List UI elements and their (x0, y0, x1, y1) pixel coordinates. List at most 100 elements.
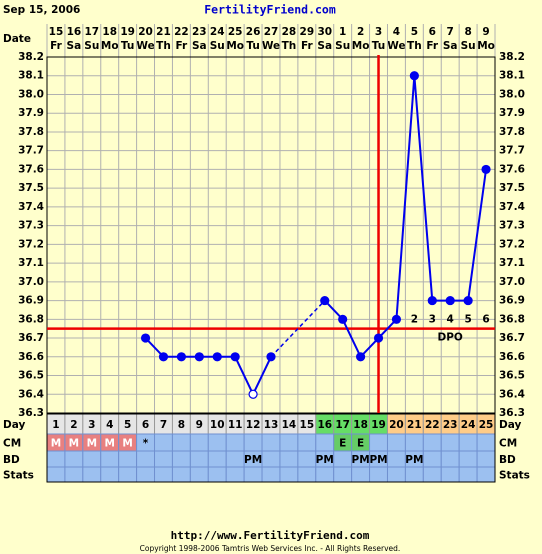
row-cell (458, 466, 478, 483)
temperature-point (158, 352, 169, 362)
row-cell (297, 466, 317, 483)
row-cell (279, 466, 299, 483)
row-cell (404, 466, 424, 483)
row-label: Day (3, 419, 25, 431)
cycle-day: 25 (479, 419, 494, 431)
weekday-label: Mo (352, 40, 370, 52)
row-cell (225, 433, 245, 452)
bd-entry: PM (352, 454, 370, 466)
y-tick-label: 37.9 (18, 107, 44, 119)
row-cell (369, 433, 388, 452)
y-tick-label-right: 38.2 (499, 51, 525, 63)
row-cell (207, 466, 227, 483)
bd-entry: PM (405, 454, 423, 466)
weekday-label: Fr (301, 40, 314, 52)
date-label: 28 (282, 26, 297, 38)
cycle-day: 17 (335, 419, 350, 431)
weekday-label: Th (282, 40, 297, 52)
cycle-day: 2 (70, 419, 77, 431)
row-cell (136, 466, 156, 483)
cycle-day: 20 (389, 419, 404, 431)
date-label: 19 (120, 26, 135, 38)
y-tick-label-right: 37.7 (499, 145, 525, 157)
y-tick-label-right: 36.3 (499, 407, 525, 419)
y-tick-label: 37.1 (18, 257, 44, 269)
y-tick-label-right: 37.4 (499, 201, 525, 213)
cycle-day: 12 (246, 419, 261, 431)
row-cell (118, 450, 138, 468)
cm-entry: E (339, 438, 346, 450)
temperature-point (194, 352, 204, 362)
weekday-label: Su (84, 40, 99, 52)
row-cell (154, 466, 173, 483)
temperature-point (445, 295, 455, 306)
y-tick-label: 37.3 (18, 220, 44, 232)
row-cell (82, 466, 102, 483)
plot-border (46, 56, 496, 414)
y-tick-label-right: 36.4 (499, 388, 525, 400)
row-cell (100, 466, 120, 483)
row-cell (297, 450, 317, 468)
weekday-label: We (387, 40, 405, 52)
temperature-point (391, 314, 402, 324)
cycle-day: 22 (425, 419, 440, 431)
row-cell (440, 433, 460, 452)
weekday-label: Su (210, 40, 225, 52)
chart-title: Sep 15, 2006 (3, 4, 80, 16)
cycle-day: 14 (282, 419, 297, 431)
cycle-day: 19 (371, 419, 386, 431)
dpo-number: 2 (411, 313, 418, 325)
y-tick-label: 36.9 (18, 295, 44, 307)
cycle-day: 6 (142, 419, 149, 431)
row-cell (118, 466, 138, 483)
cycle-day: 3 (88, 419, 95, 431)
y-tick-label: 36.5 (18, 370, 44, 382)
y-tick-label-right: 36.9 (499, 295, 525, 307)
row-cell (476, 466, 496, 483)
temperature-point (320, 295, 330, 306)
date-label: 26 (246, 26, 261, 38)
header-area (47, 24, 495, 57)
row-cell (189, 466, 209, 483)
y-tick-label-right: 36.5 (499, 370, 525, 382)
weekday-label: Tu (121, 40, 134, 52)
cycle-day: 13 (264, 419, 279, 431)
temperature-point (356, 352, 366, 362)
date-label: 22 (174, 26, 189, 38)
weekday-label: Mo (226, 40, 244, 52)
row-cell (261, 433, 281, 452)
weekday-label: Tu (246, 40, 259, 52)
cycle-day: 1 (52, 419, 59, 431)
date-label: 5 (411, 26, 418, 38)
weekday-label: Fr (426, 40, 439, 52)
weekday-label: We (136, 40, 154, 52)
date-label: 18 (102, 26, 117, 38)
temperature-point (338, 314, 348, 324)
y-tick-label: 38.1 (18, 70, 44, 82)
row-cell (476, 450, 496, 468)
weekday-label: Fr (176, 40, 189, 52)
y-tick-label-right: 37.9 (499, 107, 525, 119)
weekday-label: Su (461, 40, 476, 52)
cycle-day: 11 (228, 419, 243, 431)
row-cell (440, 450, 460, 468)
row-cell (100, 450, 120, 468)
row-cell (297, 433, 317, 452)
row-cell (154, 433, 173, 452)
row-cell (476, 433, 496, 452)
row-cell (458, 433, 478, 452)
cm-entry: M (87, 438, 97, 450)
cm-entry: M (104, 438, 114, 450)
temperature-point (248, 389, 258, 399)
date-label: 1 (339, 26, 346, 38)
cycle-day: 23 (443, 419, 458, 431)
row-cell (351, 466, 371, 483)
y-tick-label: 36.4 (18, 388, 44, 400)
y-tick-label: 37.0 (18, 276, 44, 288)
weekday-label: Mo (477, 40, 495, 52)
temperature-point (266, 352, 276, 362)
weekday-label: Fr (50, 40, 63, 52)
cycle-day: 5 (124, 419, 131, 431)
date-label: 3 (375, 26, 382, 38)
dpo-number: 6 (482, 313, 489, 325)
